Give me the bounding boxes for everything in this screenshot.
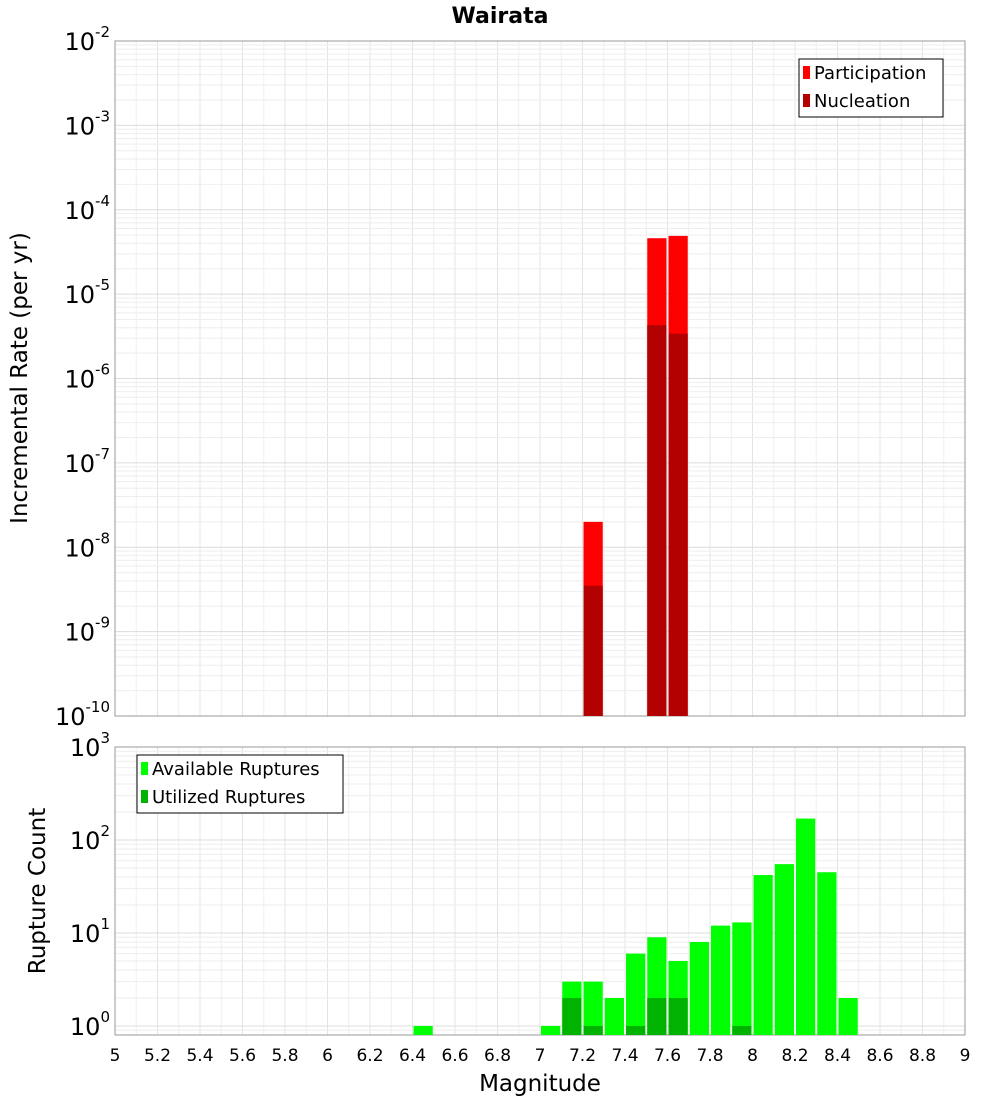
y-tick-label: 102 [70, 822, 110, 855]
x-tick-label: 8.4 [824, 1046, 851, 1066]
y-tick-label: 10-2 [64, 23, 110, 56]
x-tick-label: 7 [535, 1046, 546, 1066]
y-tick-label: 101 [70, 915, 110, 948]
y-tick-label: 10-7 [64, 445, 110, 478]
bar-utilized-ruptures [668, 997, 688, 1035]
x-tick-label: 5.6 [229, 1046, 256, 1066]
bar-available-ruptures [604, 997, 624, 1035]
legend-swatch [803, 94, 810, 107]
y-tick-label: 10-4 [64, 192, 110, 225]
x-tick-label: 6.4 [399, 1046, 426, 1066]
x-tick-label: 7.2 [569, 1046, 596, 1066]
legend-swatch [141, 762, 148, 775]
bottom-legend: Available Ruptures Utilized Ruptures [136, 754, 344, 814]
legend-swatch [141, 790, 148, 803]
bar-nucleation [583, 585, 603, 716]
bar-available-ruptures [413, 1025, 433, 1035]
x-tick-label: 7.8 [696, 1046, 723, 1066]
legend-box [798, 58, 944, 118]
x-tick-label: 6.6 [441, 1046, 468, 1066]
legend-swatch [803, 66, 810, 79]
bar-available-ruptures [711, 925, 731, 1035]
x-tick-label: 5 [110, 1046, 121, 1066]
x-tick-label: 5.2 [144, 1046, 171, 1066]
x-tick-label: 6.8 [484, 1046, 511, 1066]
x-tick-label: 7.6 [654, 1046, 681, 1066]
chart-title: Wairata [452, 4, 549, 29]
bar-utilized-ruptures [647, 997, 667, 1035]
y-tick-label: 100 [70, 1008, 110, 1041]
bar-available-ruptures [583, 981, 603, 1035]
x-tick-label: 6.2 [356, 1046, 383, 1066]
bar-available-ruptures [753, 875, 773, 1035]
bar-nucleation [647, 325, 667, 716]
legend-label: Participation [814, 63, 926, 84]
bar-available-ruptures [541, 1025, 561, 1035]
legend-label: Nucleation [814, 91, 910, 112]
y-tick-label: 103 [70, 729, 110, 762]
x-tick-label: 6 [322, 1046, 333, 1066]
bottom-panel-frame [114, 746, 966, 1036]
bar-available-ruptures [838, 997, 858, 1035]
bar-available-ruptures [774, 864, 794, 1035]
legend-box [136, 754, 344, 814]
legend-label: Available Ruptures [152, 759, 320, 780]
top-y-axis-label: Incremental Rate (per yr) [7, 232, 33, 524]
top-legend: Participation Nucleation [798, 58, 944, 118]
legend-label: Utilized Ruptures [152, 787, 305, 808]
bar-nucleation [668, 333, 688, 716]
top-panel-grid [114, 40, 966, 717]
y-tick-label: 10-10 [55, 698, 110, 731]
x-tick-label: 9 [960, 1046, 971, 1066]
x-tick-label: 8.6 [866, 1046, 893, 1066]
bar-available-ruptures [817, 872, 837, 1035]
bar-available-ruptures [732, 922, 752, 1035]
bar-utilized-ruptures [626, 1025, 646, 1035]
bar-available-ruptures [796, 818, 816, 1035]
top-panel-frame [114, 40, 966, 717]
bar-available-ruptures [626, 953, 646, 1035]
bar-available-ruptures [689, 942, 709, 1035]
y-tick-label: 10-5 [64, 276, 110, 309]
x-tick-label: 8 [747, 1046, 758, 1066]
x-tick-label: 5.8 [271, 1046, 298, 1066]
top-panel-bars [583, 235, 688, 716]
y-tick-label: 10-8 [64, 529, 110, 562]
top-panel-y-ticks: 10-2 10-3 10-4 10-5 10-6 10-7 10-8 10-9 10-10 [55, 23, 110, 731]
x-axis-ticks: 5 5.2 5.4 5.6 5.8 6 6.2 6.4 6.6 6.8 7 7.2 7.4 7.6 7.8 8… [110, 1046, 971, 1066]
x-tick-label: 7.4 [611, 1046, 638, 1066]
y-tick-label: 10-3 [64, 107, 110, 140]
bottom-panel-y-ticks: 103 102 101 100 [70, 729, 110, 1041]
bottom-y-axis-label: Rupture Count [25, 808, 51, 974]
bar-utilized-ruptures [732, 1025, 752, 1035]
y-tick-label: 10-9 [64, 614, 110, 647]
bar-utilized-ruptures [583, 1025, 603, 1035]
x-tick-label: 5.4 [186, 1046, 213, 1066]
x-tick-label: 8.8 [909, 1046, 936, 1066]
x-axis-label: Magnitude [479, 1071, 601, 1097]
y-tick-label: 10-6 [64, 361, 110, 394]
bar-utilized-ruptures [562, 997, 582, 1035]
x-tick-label: 8.2 [781, 1046, 808, 1066]
bottom-panel-bars [413, 818, 858, 1035]
